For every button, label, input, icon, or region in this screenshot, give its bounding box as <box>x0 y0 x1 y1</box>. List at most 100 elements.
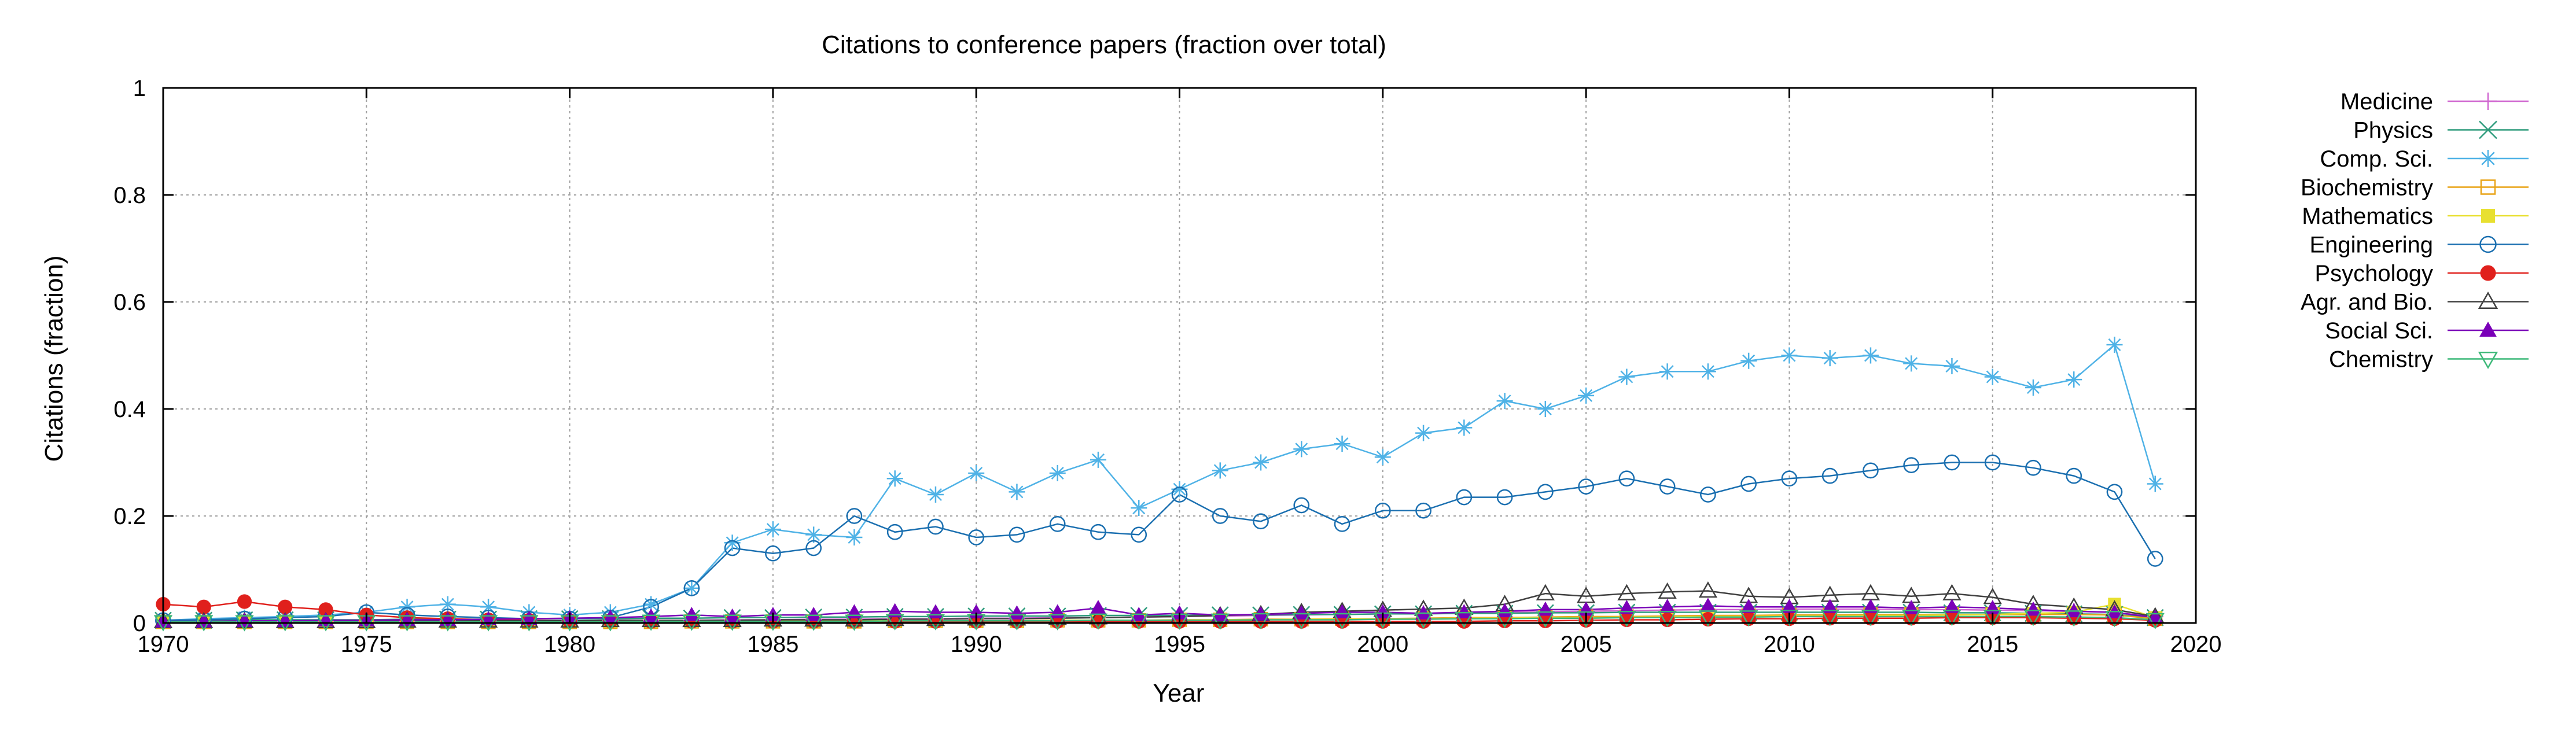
data-point-social-sci <box>683 607 700 621</box>
data-point-psychology <box>318 602 333 617</box>
data-point-engineering <box>1456 489 1473 506</box>
legend-label: Chemistry <box>2329 347 2433 373</box>
x-tick-label: 1970 <box>138 632 189 657</box>
legend-label: Mathematics <box>2302 204 2433 229</box>
data-point-engineering <box>2066 467 2082 484</box>
y-tick-label: 1 <box>133 76 146 101</box>
data-point-engineering <box>1700 486 1716 503</box>
legend-label: Social Sci. <box>2325 318 2433 344</box>
data-point-psychology <box>1823 611 1838 626</box>
data-point-chemistry <box>1983 610 2002 626</box>
x-axis-label: Year <box>1153 679 1205 707</box>
axis-ticks <box>162 87 2197 624</box>
legend-item-social-sci: Social Sci. <box>2325 318 2529 344</box>
data-point-comp-sci <box>1456 419 1473 436</box>
data-point-social-sci <box>1618 600 1635 614</box>
data-point-engineering <box>2106 484 2123 500</box>
data-point-social-sci <box>1699 598 1716 612</box>
data-point-comp-sci <box>2025 379 2041 396</box>
data-point-chemistry <box>2105 611 2124 628</box>
data-point-social-sci <box>1496 603 1513 618</box>
data-point-chemistry <box>2065 610 2084 627</box>
y-tick-label: 0.2 <box>113 504 146 529</box>
data-point-comp-sci <box>1415 425 1432 441</box>
data-point-psychology <box>196 599 211 614</box>
y-tick-label: 0.4 <box>113 397 146 422</box>
legend-item-comp-sci: Comp. Sci. <box>2320 146 2529 172</box>
data-point-engineering <box>683 580 700 596</box>
data-point-chemistry <box>1333 613 1352 629</box>
legend-label: Physics <box>2353 118 2433 143</box>
data-point-engineering <box>1781 470 1798 487</box>
legend-label: Engineering <box>2310 233 2434 258</box>
data-point-chemistry <box>2146 613 2165 629</box>
data-point-social-sci <box>1293 605 1310 620</box>
data-point-social-sci <box>521 610 538 625</box>
data-point-social-sci <box>1740 599 1757 613</box>
legend-label: Comp. Sci. <box>2320 146 2433 172</box>
data-point-comp-sci <box>1984 368 2001 385</box>
data-point-agr-and-bio <box>845 610 864 627</box>
legend-item-mathematics: Mathematics <box>2302 204 2529 229</box>
y-tick-label: 0 <box>133 611 146 636</box>
data-point-social-sci <box>1456 604 1473 618</box>
data-point-comp-sci <box>1253 454 1269 471</box>
data-point-social-sci <box>1171 605 1188 620</box>
data-point-chemistry <box>2023 610 2043 626</box>
legend-marker <box>2480 179 2496 195</box>
data-point-engineering <box>1903 457 1920 473</box>
y-axis-label: Citations (fraction) <box>40 255 68 462</box>
data-point-chemistry <box>1210 613 1230 630</box>
data-point-social-sci <box>886 603 903 618</box>
data-point-chemistry <box>1088 613 1108 630</box>
data-point-chemistry <box>1698 610 1718 627</box>
data-point-engineering <box>928 518 944 535</box>
data-point-chemistry <box>1576 611 1596 628</box>
legend-item-physics: Physics <box>2353 118 2529 143</box>
data-point-chemistry <box>1820 610 1839 626</box>
data-point-comp-sci <box>1903 355 1920 372</box>
data-point-psychology <box>1538 613 1553 628</box>
data-point-comp-sci <box>1578 387 1595 404</box>
data-point-comp-sci <box>1009 484 1025 500</box>
data-point-comp-sci <box>399 599 415 615</box>
data-point-chemistry <box>1942 610 1962 626</box>
data-point-chemistry <box>885 614 904 631</box>
data-point-chemistry <box>1251 613 1271 629</box>
data-point-social-sci <box>1944 599 1960 613</box>
data-point-psychology <box>278 599 293 614</box>
data-point-chemistry <box>1007 614 1026 631</box>
x-tick-label: 1990 <box>951 632 1002 657</box>
data-point-engineering <box>1212 508 1228 524</box>
data-point-agr-and-bio <box>1617 584 1636 600</box>
data-point-chemistry <box>926 614 945 631</box>
data-point-social-sci <box>805 607 822 621</box>
grid-lines <box>163 88 2196 623</box>
data-point-comp-sci <box>683 580 700 596</box>
legend-item-biochemistry: Biochemistry <box>2301 175 2529 201</box>
y-tick-label: 0.8 <box>113 183 146 208</box>
data-point-engineering <box>1171 486 1188 503</box>
data-point-chemistry <box>1129 613 1149 630</box>
legend: Medicine Physics Comp. Sci. Biochemistry Mat… <box>2301 89 2529 373</box>
data-point-comp-sci <box>480 599 497 615</box>
data-point-comp-sci <box>927 486 944 503</box>
axis-tick-labels: 1970 1975 1980 1985 1990 1995 2000 2005 2010 2015… <box>113 76 2221 657</box>
data-point-chemistry <box>1658 611 1677 628</box>
legend-marker <box>2479 322 2497 337</box>
data-point-engineering <box>1293 497 1310 514</box>
data-point-chemistry <box>1292 613 1311 629</box>
data-point-social-sci <box>1090 600 1106 614</box>
data-point-psychology <box>237 594 252 609</box>
legend-label: Psychology <box>2314 261 2433 286</box>
legend-marker <box>2478 352 2498 370</box>
data-point-comp-sci <box>1740 352 1757 369</box>
legend-label: Biochemistry <box>2301 175 2433 201</box>
data-point-engineering <box>1049 516 1066 532</box>
data-point-social-sci <box>1415 605 1432 620</box>
data-point-comp-sci <box>439 596 456 613</box>
x-tick-label: 2020 <box>2170 632 2222 657</box>
data-point-comp-sci <box>1334 436 1350 452</box>
legend-item-medicine: Medicine <box>2341 89 2529 115</box>
